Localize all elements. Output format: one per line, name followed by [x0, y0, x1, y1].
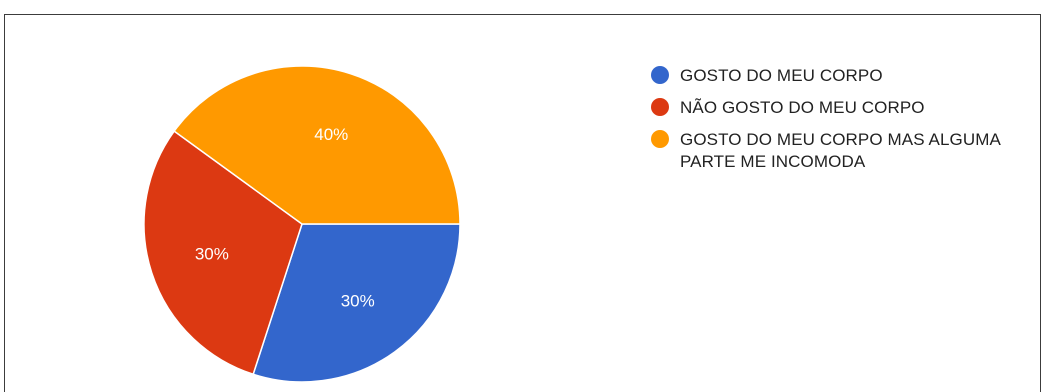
legend-item[interactable]: GOSTO DO MEU CORPO MAS ALGUMA PARTE ME I… [651, 129, 1031, 173]
pie-label-nao-gosto: 30% [195, 244, 229, 263]
legend-item[interactable]: GOSTO DO MEU CORPO [651, 65, 1031, 87]
pie-chart-area: 30% 30% 40% [5, 15, 1040, 392]
legend-item[interactable]: NÃO GOSTO DO MEU CORPO [651, 97, 1031, 119]
pie-label-gosto-mas: 40% [314, 125, 348, 144]
pie-label-gosto: 30% [341, 292, 375, 311]
chart-frame: 30% 30% 40% GOSTO DO MEU CORPO NÃO GOSTO D… [4, 14, 1041, 392]
legend-label-gosto-mas: GOSTO DO MEU CORPO MAS ALGUMA PARTE ME I… [680, 130, 1000, 171]
legend-marker-gosto-mas [651, 130, 669, 148]
legend-label-gosto: GOSTO DO MEU CORPO [680, 66, 883, 85]
legend-marker-nao-gosto [651, 98, 669, 116]
pie-slice-nao-gosto[interactable] [143, 130, 303, 376]
legend-marker-gosto [651, 66, 669, 84]
pie-slice-gosto-mas[interactable] [173, 65, 461, 225]
pie-chart: 30% 30% 40% [143, 65, 461, 383]
pie-slice-gosto[interactable] [252, 223, 461, 383]
legend-label-nao-gosto: NÃO GOSTO DO MEU CORPO [680, 98, 925, 117]
legend: GOSTO DO MEU CORPO NÃO GOSTO DO MEU CORP… [651, 65, 1031, 183]
